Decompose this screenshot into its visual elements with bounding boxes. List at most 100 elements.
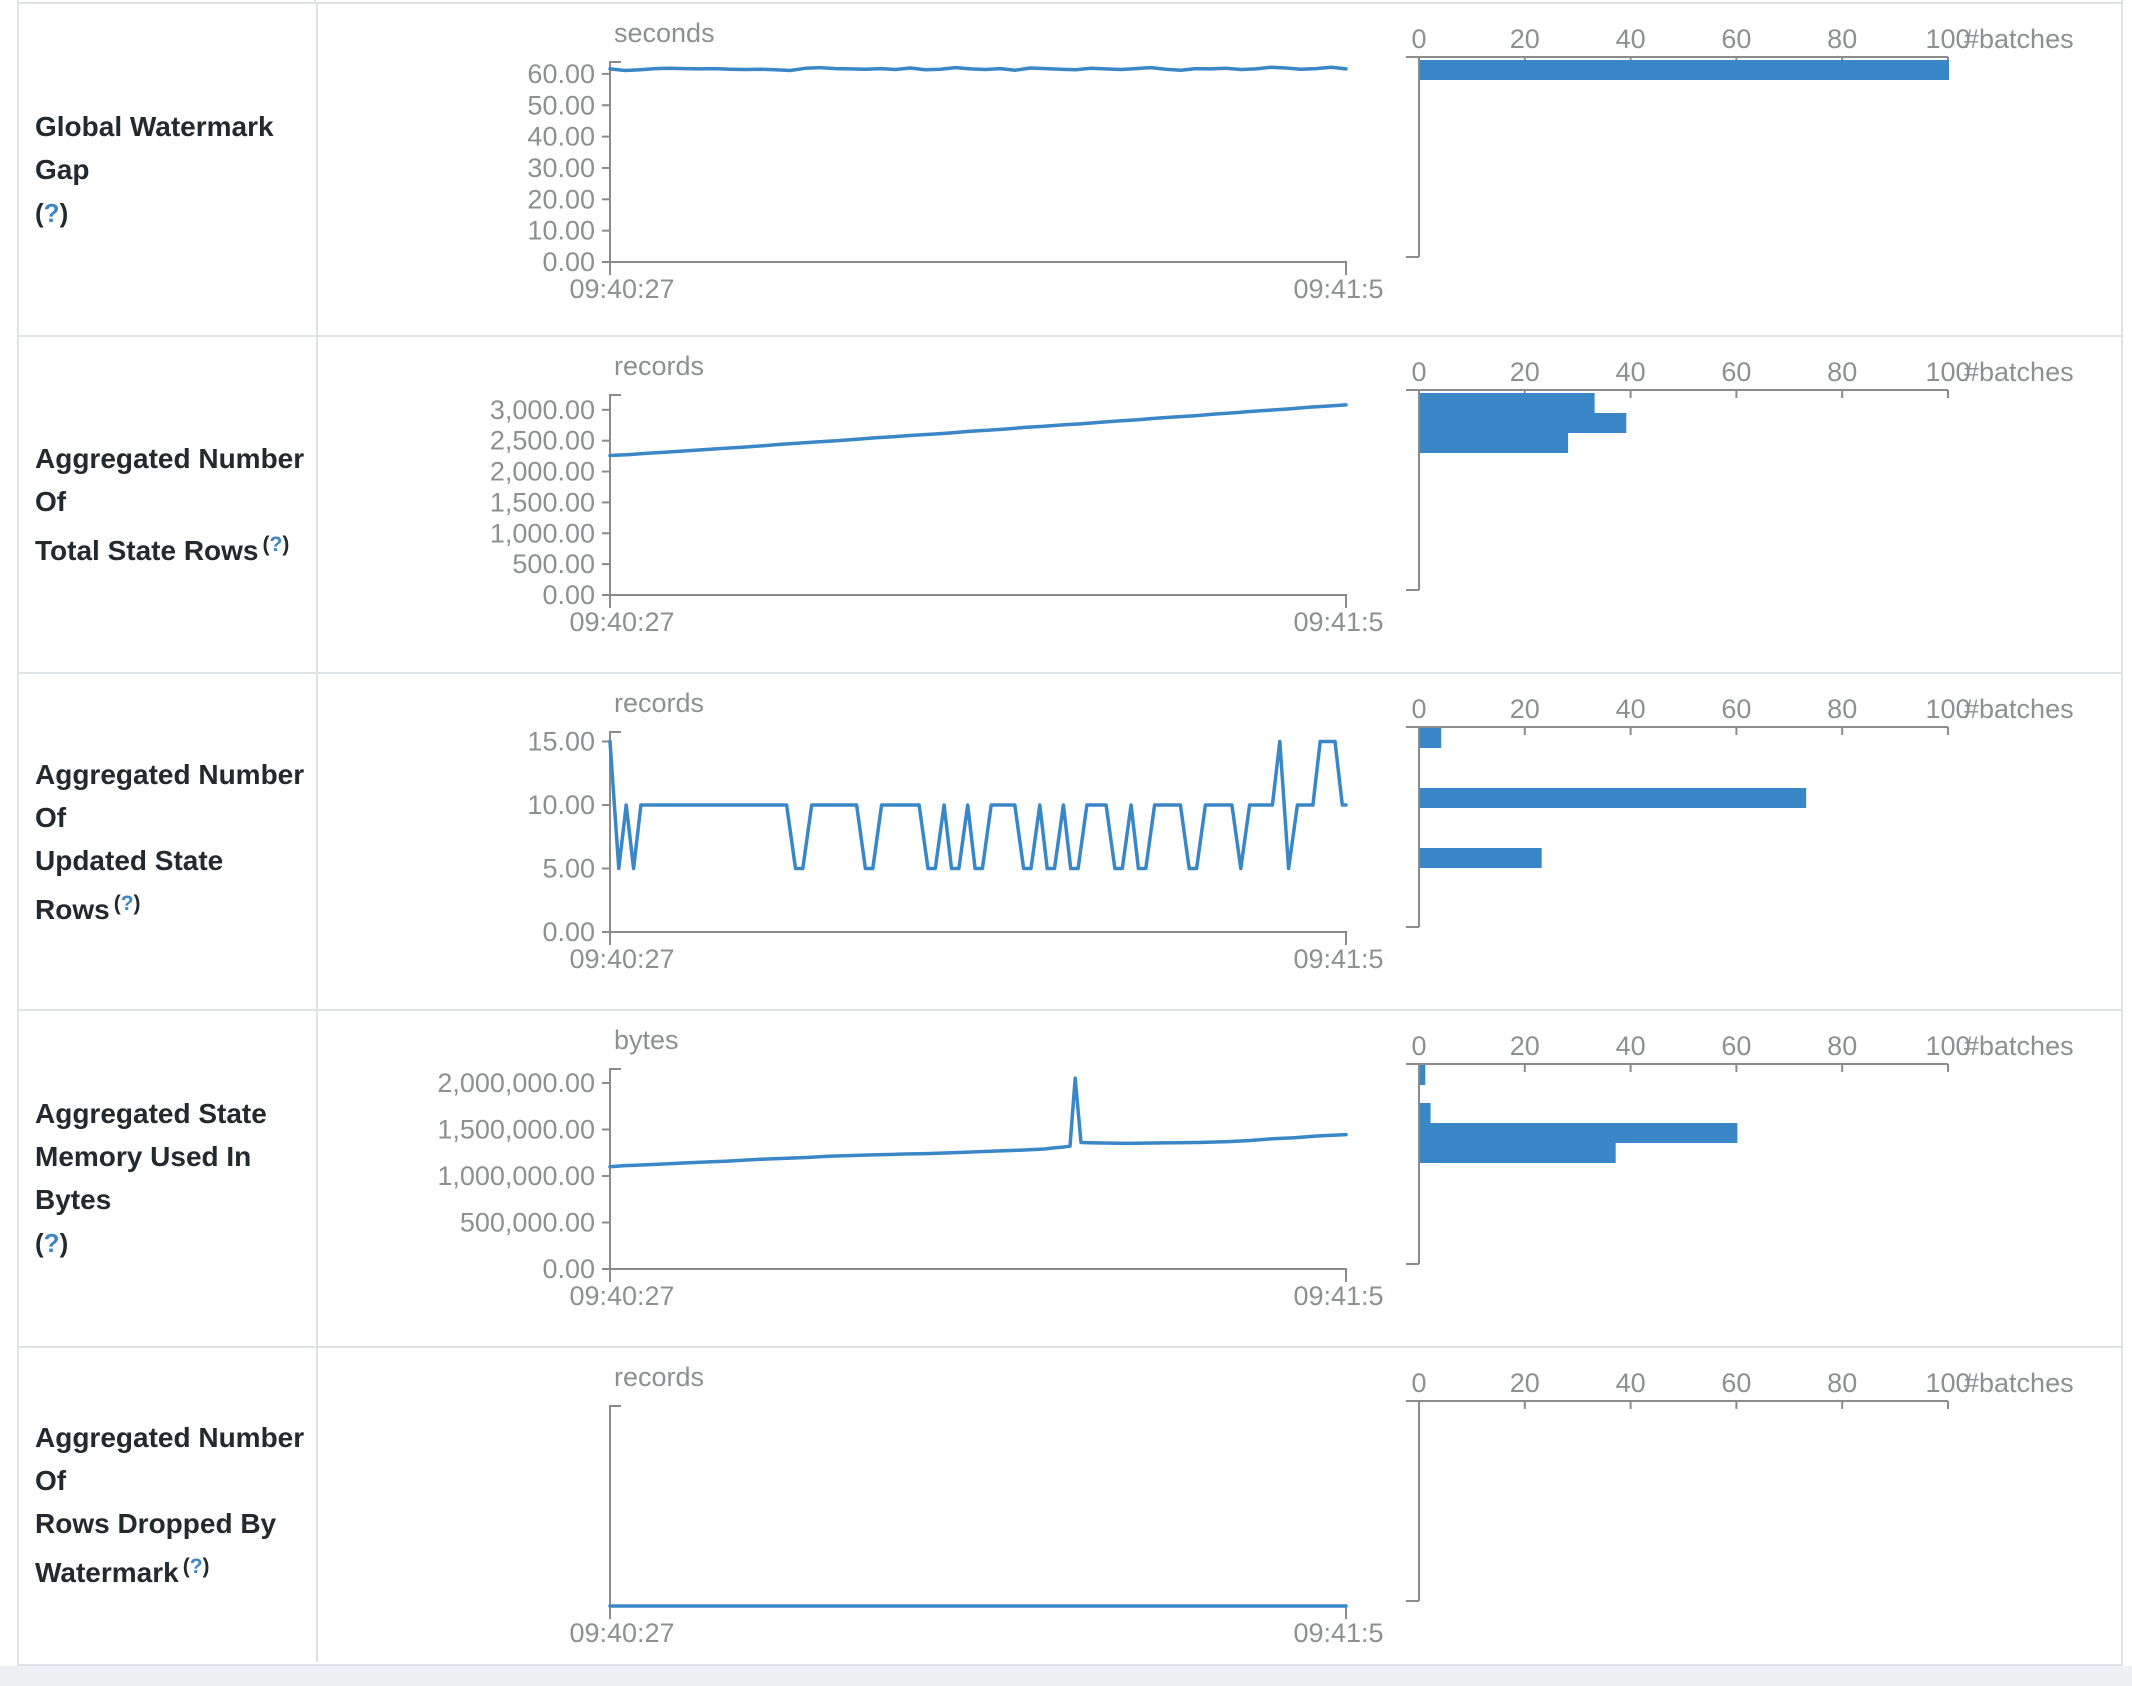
- svg-text:60: 60: [1721, 694, 1751, 724]
- svg-text:80: 80: [1827, 24, 1857, 54]
- metric-label-line: Rows Dropped By: [35, 1508, 277, 1539]
- svg-text:09:40:27: 09:40:27: [569, 944, 674, 974]
- metric-label-line: Total State Rows (?): [35, 533, 290, 566]
- svg-text:0: 0: [1411, 357, 1426, 387]
- histogram-cell: 0 20 40 60 80 100 #batches: [1385, 1011, 2121, 1346]
- metric-label-line: Aggregated Number Of: [35, 758, 305, 833]
- help-paren-open: (: [35, 1228, 44, 1258]
- histogram-cell: 0 20 40 60 80 100 #batches: [1385, 4, 2121, 335]
- svg-text:1,500,000.00: 1,500,000.00: [437, 1114, 595, 1144]
- help-paren-close: ): [59, 1228, 69, 1258]
- timeline-chart: bytes 2,000,000.00 1,500,000.00 1,000,000.0…: [437, 1025, 1385, 1311]
- svg-text:30.00: 30.00: [527, 153, 595, 183]
- timeline-cell: bytes 2,000,000.00 1,500,000.00 1,000,000.0…: [318, 1011, 1385, 1346]
- svg-text:60: 60: [1721, 357, 1751, 387]
- svg-text:10.00: 10.00: [527, 790, 595, 820]
- svg-text:10.00: 10.00: [527, 216, 595, 246]
- timeline-cell: seconds 60.00 50.00 40.00 30.00 20.00 10.00 0.0…: [318, 4, 1385, 335]
- metric-label-line: Updated State Rows (?): [35, 844, 224, 925]
- help-question-icon[interactable]: ?: [120, 891, 134, 915]
- histogram-cell: 0 20 40 60 80 100 #batches: [1385, 674, 2121, 1009]
- help-paren-close: ): [202, 1555, 210, 1578]
- svg-text:40: 40: [1616, 694, 1646, 724]
- help-question-icon[interactable]: ?: [43, 197, 60, 228]
- timeline-cell: records 3,000.00 2,500.00 2,000.00 1,500.00 1…: [318, 337, 1385, 672]
- metric-row-global-watermark-gap: Global Watermark Gap (?) seconds 60.00 50.…: [19, 4, 2121, 337]
- svg-text:09:41:56: 09:41:56: [1293, 274, 1385, 304]
- help-question-icon[interactable]: ?: [269, 533, 283, 556]
- metric-label-cell: Aggregated Number Of Rows Dropped By Wat…: [19, 1348, 318, 1662]
- svg-text:100: 100: [1925, 24, 1970, 54]
- svg-text:20: 20: [1510, 1368, 1540, 1398]
- svg-text:0: 0: [1411, 1031, 1426, 1061]
- svg-text:20: 20: [1510, 357, 1540, 387]
- svg-text:09:40:27: 09:40:27: [569, 607, 674, 637]
- svg-text:0.00: 0.00: [542, 917, 595, 947]
- metric-label-line: Aggregated State: [35, 1098, 267, 1129]
- metric-row-state-memory-used: Aggregated State Memory Used In Bytes (?…: [19, 1011, 2121, 1348]
- svg-text:09:41:56: 09:41:56: [1293, 1618, 1385, 1648]
- svg-text:40: 40: [1616, 1031, 1646, 1061]
- metric-label-line: Aggregated Number Of: [35, 443, 305, 517]
- histogram-cell: 0 20 40 60 80 100 #batches: [1385, 337, 2121, 672]
- svg-text:2,000,000.00: 2,000,000.00: [437, 1068, 595, 1098]
- metric-row-total-state-rows: Aggregated Number Of Total State Rows (?)…: [19, 337, 2121, 674]
- svg-text:#batches: #batches: [1964, 694, 2074, 724]
- help-paren-close: ): [59, 197, 69, 228]
- svg-text:09:41:56: 09:41:56: [1293, 1281, 1385, 1311]
- metric-row-rows-dropped-by-watermark: Aggregated Number Of Rows Dropped By Wat…: [19, 1348, 2121, 1662]
- svg-text:#batches: #batches: [1964, 1368, 2074, 1398]
- page-background-strip: [0, 1666, 2132, 1686]
- timeline-chart: records 09:40:27 09:41:56: [569, 1362, 1385, 1648]
- svg-text:5.00: 5.00: [542, 854, 595, 884]
- svg-text:3,000.00: 3,000.00: [490, 395, 595, 425]
- svg-text:80: 80: [1827, 1368, 1857, 1398]
- metric-label-line: (?): [35, 1221, 308, 1265]
- help-question-icon[interactable]: ?: [43, 1228, 60, 1258]
- help-link: (?): [183, 1555, 210, 1578]
- help-question-icon[interactable]: ?: [189, 1555, 203, 1578]
- metric-label-cell: Aggregated State Memory Used In Bytes (?…: [19, 1011, 318, 1346]
- help-link: (?): [114, 892, 141, 915]
- help-paren-open: (: [262, 533, 270, 556]
- svg-text:60: 60: [1721, 1368, 1751, 1398]
- svg-text:09:41:56: 09:41:56: [1293, 607, 1385, 637]
- help-paren-close: ): [133, 891, 141, 915]
- timeline-cell: records 15.00 10.00 5.00 0.00 09:40:27 09:41:5…: [318, 674, 1385, 1009]
- help-link: (?): [263, 533, 290, 556]
- svg-text:0: 0: [1411, 1368, 1426, 1398]
- svg-text:seconds: seconds: [614, 18, 715, 48]
- metric-row-updated-state-rows: Aggregated Number Of Updated State Rows(…: [19, 674, 2121, 1011]
- svg-text:60: 60: [1721, 24, 1751, 54]
- svg-text:100: 100: [1925, 1031, 1970, 1061]
- svg-text:40: 40: [1616, 24, 1646, 54]
- help-link: (?): [35, 1228, 68, 1258]
- svg-text:15.00: 15.00: [527, 727, 595, 757]
- svg-text:80: 80: [1827, 1031, 1857, 1061]
- svg-text:20: 20: [1510, 1031, 1540, 1061]
- metric-label-cell: Global Watermark Gap (?): [19, 4, 318, 335]
- metric-label-line: Watermark (?): [35, 1555, 210, 1588]
- svg-text:bytes: bytes: [614, 1025, 679, 1055]
- svg-text:100: 100: [1925, 1368, 1970, 1398]
- svg-text:09:41:56: 09:41:56: [1293, 944, 1385, 974]
- help-paren-open: (: [35, 197, 44, 228]
- svg-text:2,000.00: 2,000.00: [490, 457, 595, 487]
- metric-label-line: Global Watermark Gap: [35, 110, 274, 185]
- svg-text:0: 0: [1411, 24, 1426, 54]
- svg-text:records: records: [614, 351, 704, 381]
- svg-text:0: 0: [1411, 694, 1426, 724]
- svg-text:0.00: 0.00: [542, 580, 595, 610]
- svg-text:09:40:27: 09:40:27: [569, 1618, 674, 1648]
- svg-text:20.00: 20.00: [527, 184, 595, 214]
- svg-text:1,500.00: 1,500.00: [490, 487, 595, 517]
- timeline-chart: seconds 60.0050.0040.0030.0020.0010.000.0…: [527, 18, 1385, 304]
- svg-text:#batches: #batches: [1964, 1031, 2074, 1061]
- svg-text:80: 80: [1827, 357, 1857, 387]
- svg-text:40: 40: [1616, 357, 1646, 387]
- help-link: (?): [35, 198, 68, 228]
- metric-label-line: Aggregated Number Of: [35, 1422, 305, 1496]
- svg-text:0.00: 0.00: [542, 247, 595, 277]
